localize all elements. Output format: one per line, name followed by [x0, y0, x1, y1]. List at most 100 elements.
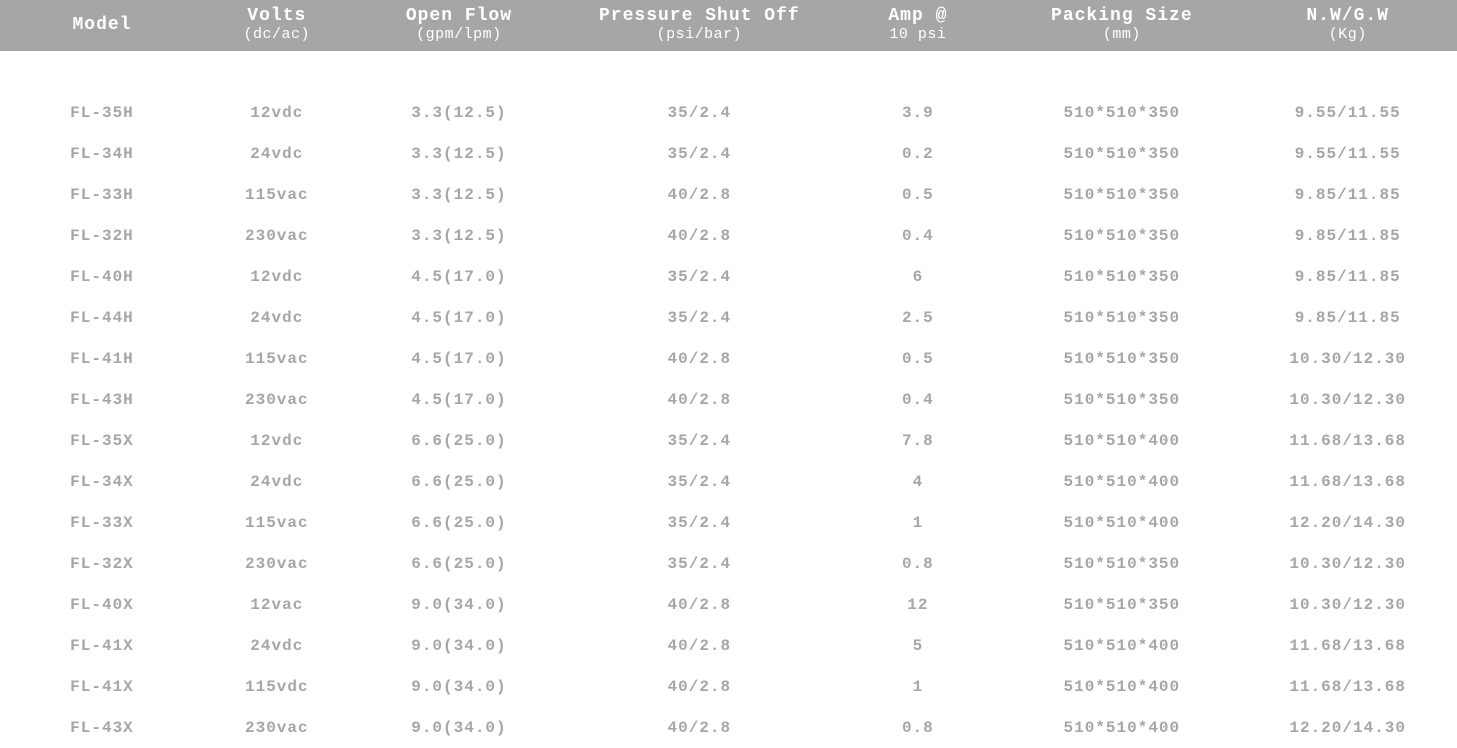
table-cell: FL-34X	[0, 461, 204, 502]
table-cell: 510*510*350	[1005, 256, 1238, 297]
col-weight: N.W/G.W (Kg)	[1238, 0, 1457, 51]
col-open-flow: Open Flow (gpm/lpm)	[350, 0, 569, 51]
table-cell: FL-43H	[0, 379, 204, 420]
table-cell: 6.6(25.0)	[350, 502, 569, 543]
table-cell: 35/2.4	[568, 256, 830, 297]
table-cell: 3.3(12.5)	[350, 174, 569, 215]
col-title: Open Flow	[406, 6, 512, 26]
col-title: Volts	[247, 6, 306, 26]
table-cell: 3.3(12.5)	[350, 92, 569, 133]
table-row: FL-33H115vac3.3(12.5)40/2.80.5510*510*35…	[0, 174, 1457, 215]
table-cell: 510*510*350	[1005, 543, 1238, 584]
table-cell: 9.85/11.85	[1238, 215, 1457, 256]
table-cell: 35/2.4	[568, 92, 830, 133]
table-cell: FL-43X	[0, 707, 204, 748]
table-cell: 3.9	[830, 92, 1005, 133]
col-volts: Volts (dc/ac)	[204, 0, 350, 51]
table-cell: 3.3(12.5)	[350, 215, 569, 256]
table-row: FL-41X115vdc9.0(34.0)40/2.81510*510*4001…	[0, 666, 1457, 707]
table-row: FL-40X12vac9.0(34.0)40/2.812510*510*3501…	[0, 584, 1457, 625]
table-cell: 0.8	[830, 543, 1005, 584]
table-row: FL-34X24vdc6.6(25.0)35/2.44510*510*40011…	[0, 461, 1457, 502]
table-cell: 0.8	[830, 707, 1005, 748]
table-cell: 115vac	[204, 174, 350, 215]
table-row: FL-32X230vac6.6(25.0)35/2.40.8510*510*35…	[0, 543, 1457, 584]
table-row: FL-40H12vdc4.5(17.0)35/2.46510*510*3509.…	[0, 256, 1457, 297]
table-cell: FL-40X	[0, 584, 204, 625]
table-cell: 510*510*400	[1005, 625, 1238, 666]
table-cell: 35/2.4	[568, 297, 830, 338]
col-sub: (mm)	[1009, 26, 1234, 43]
table-cell: FL-34H	[0, 133, 204, 174]
col-model: Model	[0, 0, 204, 51]
table-row: FL-35H12vdc3.3(12.5)35/2.43.9510*510*350…	[0, 92, 1457, 133]
table-cell: FL-41X	[0, 625, 204, 666]
table-cell: 510*510*350	[1005, 92, 1238, 133]
table-cell: 0.4	[830, 215, 1005, 256]
table-cell: 2.5	[830, 297, 1005, 338]
table-cell: FL-35H	[0, 92, 204, 133]
table-cell: FL-33X	[0, 502, 204, 543]
table-cell: 10.30/12.30	[1238, 338, 1457, 379]
table-cell: 11.68/13.68	[1238, 420, 1457, 461]
table-cell: 0.4	[830, 379, 1005, 420]
table-cell: 230vac	[204, 215, 350, 256]
table-cell: 9.85/11.85	[1238, 174, 1457, 215]
table-cell: 4.5(17.0)	[350, 338, 569, 379]
table-cell: FL-40H	[0, 256, 204, 297]
table-cell: 230vac	[204, 379, 350, 420]
col-sub: (gpm/lpm)	[354, 26, 565, 43]
table-cell: 11.68/13.68	[1238, 666, 1457, 707]
table-cell: 12vdc	[204, 256, 350, 297]
table-cell: 11.68/13.68	[1238, 625, 1457, 666]
table-cell: 10.30/12.30	[1238, 543, 1457, 584]
table-cell: 1	[830, 666, 1005, 707]
table-cell: 40/2.8	[568, 707, 830, 748]
table-body: FL-35H12vdc3.3(12.5)35/2.43.9510*510*350…	[0, 51, 1457, 748]
spacer-row	[0, 51, 1457, 92]
table-row: FL-41X24vdc9.0(34.0)40/2.85510*510*40011…	[0, 625, 1457, 666]
col-packing: Packing Size (mm)	[1005, 0, 1238, 51]
table-cell: 11.68/13.68	[1238, 461, 1457, 502]
table-cell: 5	[830, 625, 1005, 666]
table-cell: 40/2.8	[568, 338, 830, 379]
table-cell: 12	[830, 584, 1005, 625]
table-cell: 24vdc	[204, 133, 350, 174]
col-amp: Amp @ 10 psi	[830, 0, 1005, 51]
table-cell: 24vdc	[204, 625, 350, 666]
table-cell: 7.8	[830, 420, 1005, 461]
table-cell: 510*510*350	[1005, 133, 1238, 174]
table-cell: 40/2.8	[568, 584, 830, 625]
table-cell: 9.0(34.0)	[350, 707, 569, 748]
table-cell: 510*510*400	[1005, 502, 1238, 543]
table-cell: 6	[830, 256, 1005, 297]
table-cell: 510*510*350	[1005, 297, 1238, 338]
table-header: Model Volts (dc/ac) Open Flow (gpm/lpm) …	[0, 0, 1457, 51]
table-cell: 35/2.4	[568, 461, 830, 502]
table-cell: 24vdc	[204, 461, 350, 502]
table-cell: 9.0(34.0)	[350, 666, 569, 707]
table-cell: 0.2	[830, 133, 1005, 174]
col-sub: (Kg)	[1242, 26, 1453, 43]
table-cell: 40/2.8	[568, 174, 830, 215]
table-row: FL-33X115vac6.6(25.0)35/2.41510*510*4001…	[0, 502, 1457, 543]
table-cell: 6.6(25.0)	[350, 461, 569, 502]
table-row: FL-32H230vac3.3(12.5)40/2.80.4510*510*35…	[0, 215, 1457, 256]
col-pressure: Pressure Shut Off (psi/bar)	[568, 0, 830, 51]
table-cell: 10.30/12.30	[1238, 379, 1457, 420]
table-cell: 230vac	[204, 543, 350, 584]
table-cell: 9.0(34.0)	[350, 584, 569, 625]
table-cell: 9.85/11.85	[1238, 256, 1457, 297]
table-cell: 12vdc	[204, 92, 350, 133]
table-cell: 510*510*350	[1005, 584, 1238, 625]
table-cell: 510*510*400	[1005, 461, 1238, 502]
table-cell: FL-41X	[0, 666, 204, 707]
table-cell: 12vac	[204, 584, 350, 625]
table-row: FL-44H24vdc4.5(17.0)35/2.42.5510*510*350…	[0, 297, 1457, 338]
table-cell: 35/2.4	[568, 133, 830, 174]
col-title: N.W/G.W	[1306, 6, 1389, 26]
table-cell: 4.5(17.0)	[350, 256, 569, 297]
table-cell: 510*510*350	[1005, 174, 1238, 215]
table-cell: 9.55/11.55	[1238, 92, 1457, 133]
table-cell: 230vac	[204, 707, 350, 748]
